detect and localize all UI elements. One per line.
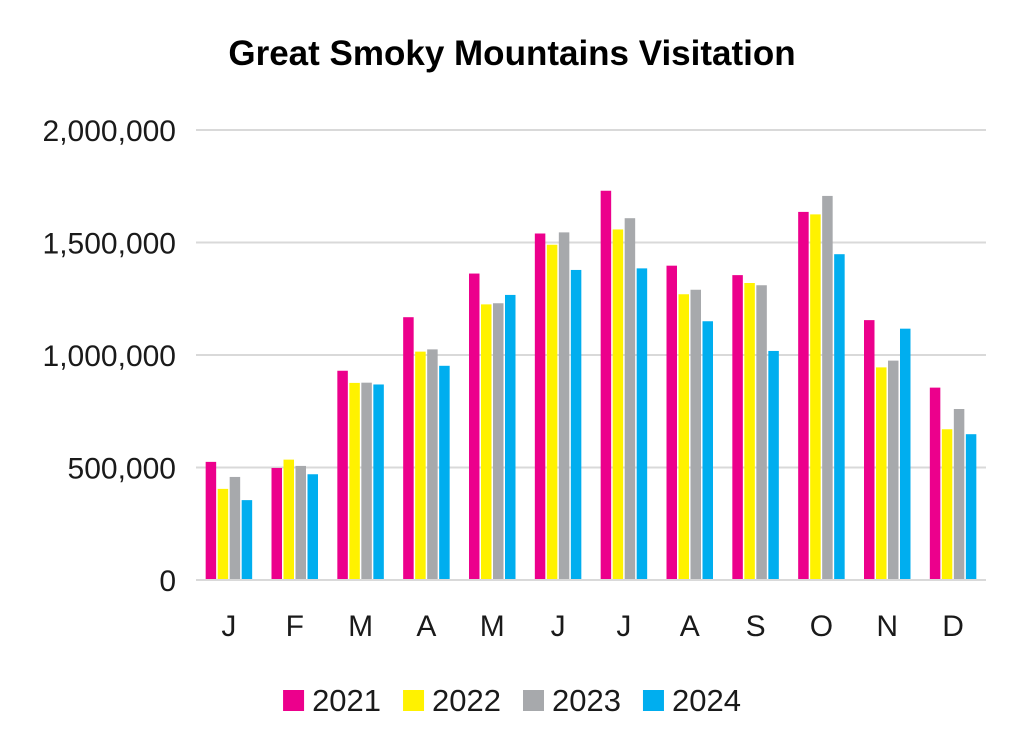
bar-2024-0 [241, 500, 253, 580]
bar-2021-2 [337, 370, 348, 580]
bar-2022-0 [217, 488, 229, 580]
x-category-label: J [616, 610, 631, 643]
legend-label: 2022 [432, 683, 501, 718]
bar-2022-9 [810, 214, 821, 580]
bar-2024-2 [373, 384, 384, 580]
chart-title: Great Smoky Mountains Visitation [228, 34, 795, 73]
y-tick-label: 0 [159, 565, 176, 598]
y-tick-label: 1,000,000 [43, 340, 176, 373]
bar-2023-1 [295, 465, 306, 580]
legend-item-2024: 2024 [642, 683, 741, 718]
bar-2022-3 [415, 351, 426, 580]
bar-2022-1 [283, 459, 294, 580]
bars [205, 190, 977, 581]
bar-2023-10 [888, 360, 899, 580]
legend-swatch [523, 690, 544, 711]
legend-swatch [283, 690, 305, 711]
legend: 2021 2022 2023 2024 [283, 683, 741, 718]
bar-2023-9 [822, 195, 833, 581]
bar-2024-8 [768, 350, 779, 580]
bar-2022-5 [546, 244, 558, 580]
bar-2021-7 [666, 265, 677, 580]
x-category-label: A [416, 610, 436, 643]
x-category-label: J [221, 610, 236, 643]
bar-2021-0 [205, 461, 217, 580]
x-category-label: S [746, 610, 766, 643]
y-tick-label: 500,000 [68, 453, 176, 486]
x-category-label: O [810, 610, 833, 643]
bar-2021-11 [929, 387, 941, 580]
bar-2024-4 [505, 294, 516, 580]
bar-2024-7 [702, 321, 713, 580]
y-tick-label: 1,500,000 [43, 228, 176, 261]
bar-2021-5 [534, 233, 546, 580]
bar-2022-2 [349, 382, 360, 580]
bar-2024-3 [439, 365, 450, 580]
bar-2023-2 [361, 382, 372, 580]
x-category-label: M [348, 610, 373, 643]
bar-2024-11 [965, 434, 977, 580]
legend-label: 2024 [672, 683, 741, 718]
bar-2023-6 [624, 218, 636, 580]
bar-2021-4 [469, 273, 480, 580]
gridlines [196, 129, 986, 469]
bar-2023-7 [690, 289, 701, 580]
bar-2021-6 [600, 190, 612, 580]
x-category-label: A [680, 610, 700, 643]
bar-2023-4 [493, 303, 504, 580]
bar-2023-11 [953, 409, 965, 580]
bar-2023-8 [756, 285, 767, 580]
bar-2022-7 [678, 294, 689, 580]
legend-item-2022: 2022 [403, 683, 501, 718]
legend-swatch [403, 690, 425, 711]
y-tick-label: 2,000,000 [43, 115, 176, 148]
x-category-label: D [942, 610, 964, 643]
legend-label: 2021 [312, 683, 381, 718]
bar-2023-3 [427, 349, 438, 580]
bar-2023-0 [229, 476, 241, 580]
legend-swatch [642, 690, 664, 711]
x-category-label: J [551, 610, 566, 643]
bar-2022-10 [876, 367, 887, 580]
bar-2021-10 [864, 320, 875, 580]
bar-2022-11 [941, 429, 953, 580]
bar-2024-6 [636, 268, 648, 580]
x-category-label: F [286, 610, 304, 643]
bar-2021-9 [798, 211, 809, 580]
bar-2021-8 [732, 275, 743, 580]
bar-2023-5 [558, 232, 570, 580]
bar-2024-9 [834, 254, 845, 580]
bar-2024-5 [570, 269, 582, 580]
bar-2022-4 [481, 304, 492, 580]
x-category-label: N [876, 610, 898, 643]
legend-item-2021: 2021 [283, 683, 381, 718]
bar-2021-3 [403, 317, 414, 580]
bar-2021-1 [271, 467, 282, 580]
bar-2024-10 [900, 328, 911, 580]
bar-2022-8 [744, 283, 755, 580]
x-category-label: M [480, 610, 505, 643]
y-axis-tick-labels: 0 500,000 1,000,000 1,500,000 2,000,000 [43, 115, 176, 598]
legend-item-2023: 2023 [523, 683, 621, 718]
bar-2022-6 [612, 229, 624, 580]
legend-label: 2023 [552, 683, 621, 718]
bar-2024-1 [307, 474, 318, 580]
